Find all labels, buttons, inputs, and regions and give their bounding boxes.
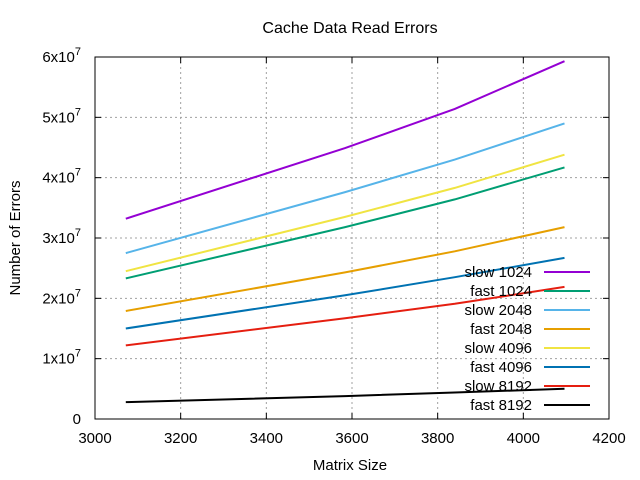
- legend-label: fast 4096: [470, 359, 532, 376]
- legend-label: slow 8192: [464, 378, 532, 395]
- legend-label: slow 4096: [464, 340, 532, 357]
- legend-label: slow 2048: [464, 302, 532, 319]
- legend-label: fast 8192: [470, 397, 532, 414]
- x-tick-label: 4000: [507, 430, 540, 447]
- x-tick-label: 3600: [335, 430, 368, 447]
- legend-label: fast 1024: [470, 283, 532, 300]
- y-tick-label: 5x107: [42, 106, 81, 126]
- chart-title: Cache Data Read Errors: [262, 20, 437, 37]
- series-line-fast-1024: [125, 166, 565, 280]
- x-axis-label: Matrix Size: [313, 457, 387, 474]
- y-tick-label: 1x107: [42, 348, 81, 368]
- y-tick-label: 2x107: [42, 287, 81, 307]
- y-tick-label: 4x107: [42, 167, 81, 187]
- x-tick-label: 3800: [421, 430, 454, 447]
- y-axis-label: Number of Errors: [7, 180, 24, 295]
- legend-label: slow 1024: [464, 264, 532, 281]
- series-line-fast-2048: [125, 226, 565, 312]
- axis-ticks: 3000 3200 3400 3600 3800 4000 4200 0 1x107 2x107 3…: [42, 46, 625, 447]
- series-lines: [125, 60, 565, 404]
- y-tick-label: 6x107: [42, 46, 81, 66]
- y-tick-label: 0: [73, 411, 81, 428]
- x-tick-label: 3200: [164, 430, 197, 447]
- x-tick-label: 3400: [250, 430, 283, 447]
- series-line-slow-2048: [125, 122, 565, 255]
- series-line-slow-1024: [125, 60, 565, 220]
- series-line-fast-8192: [125, 387, 565, 404]
- legend-label: fast 2048: [470, 321, 532, 338]
- x-tick-label: 4200: [592, 430, 625, 447]
- series-line-fast-4096: [125, 256, 565, 330]
- series-line-slow-4096: [125, 153, 565, 273]
- series-line-slow-8192: [125, 285, 565, 347]
- y-tick-label: 3x107: [42, 227, 81, 247]
- legend: slow 1024 fast 1024 slow 2048 fast 2048 slow…: [464, 264, 590, 414]
- x-tick-label: 3000: [78, 430, 111, 447]
